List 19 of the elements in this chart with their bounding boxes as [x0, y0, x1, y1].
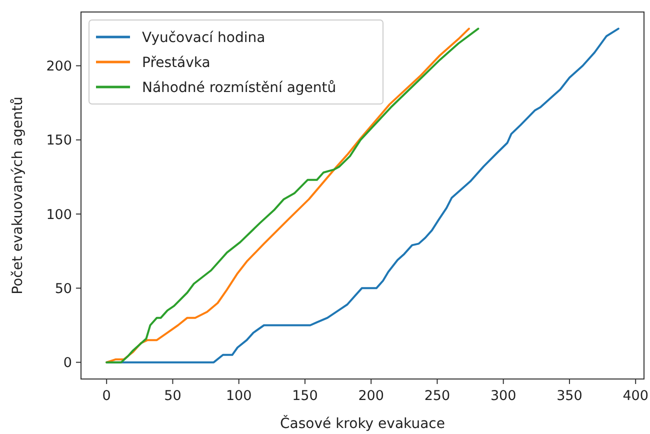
- x-tick-label: 50: [164, 388, 182, 404]
- y-tick-label: 0: [63, 355, 72, 372]
- x-tick-label: 300: [490, 388, 516, 404]
- x-axis-title: Časové kroky evakuace: [280, 415, 445, 432]
- y-tick-label: 50: [54, 280, 72, 297]
- y-tick-label: 100: [46, 206, 72, 223]
- legend-label: Vyučovací hodina: [142, 30, 266, 46]
- y-tick-label: 200: [46, 58, 72, 74]
- legend-label: Náhodné rozmístění agentů: [142, 80, 336, 96]
- x-tick-label: 350: [556, 388, 582, 404]
- x-tick-label: 100: [226, 388, 252, 404]
- x-tick-label: 400: [622, 388, 648, 404]
- x-tick-label: 0: [102, 388, 111, 404]
- y-axis-title: Počet evakuovaných agentů: [10, 96, 26, 294]
- x-tick-label: 250: [424, 388, 450, 404]
- x-tick-label: 200: [358, 388, 384, 404]
- y-tick-label: 150: [46, 132, 72, 149]
- legend-label: Přestávka: [142, 54, 210, 71]
- x-tick-label: 150: [292, 388, 318, 404]
